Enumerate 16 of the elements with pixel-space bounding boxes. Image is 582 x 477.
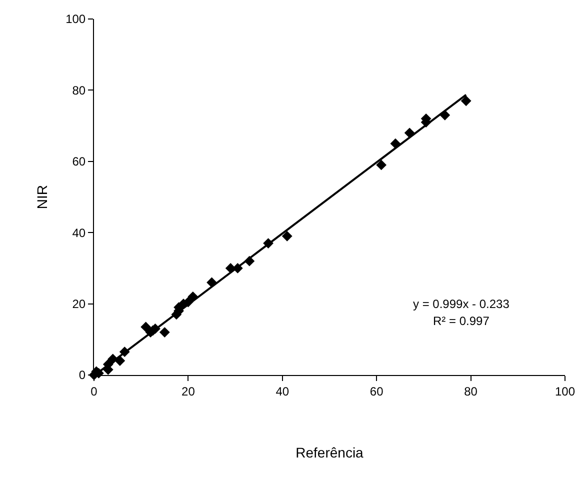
y-tick-label: 60 — [72, 154, 86, 169]
y-tick-label: 20 — [72, 297, 86, 311]
annotation: R² = 0.997 — [433, 314, 490, 328]
y-tick-label: 100 — [66, 12, 86, 26]
x-tick-label: 20 — [182, 384, 196, 398]
y-tick-label: 40 — [72, 226, 86, 240]
x-tick-label: 100 — [554, 384, 576, 398]
y-axis-title: NIR — [34, 184, 50, 210]
x-tick-label: 80 — [464, 384, 478, 398]
y-tick-label: 0 — [78, 368, 86, 382]
annotation: y = 0.999x - 0.233 — [413, 297, 510, 311]
x-tick-label: 60 — [370, 384, 384, 398]
x-axis-title: Referência — [296, 444, 364, 461]
y-tick-label: 80 — [72, 83, 86, 98]
x-tick-label: 40 — [276, 384, 290, 398]
x-tick-label: 0 — [90, 384, 98, 398]
